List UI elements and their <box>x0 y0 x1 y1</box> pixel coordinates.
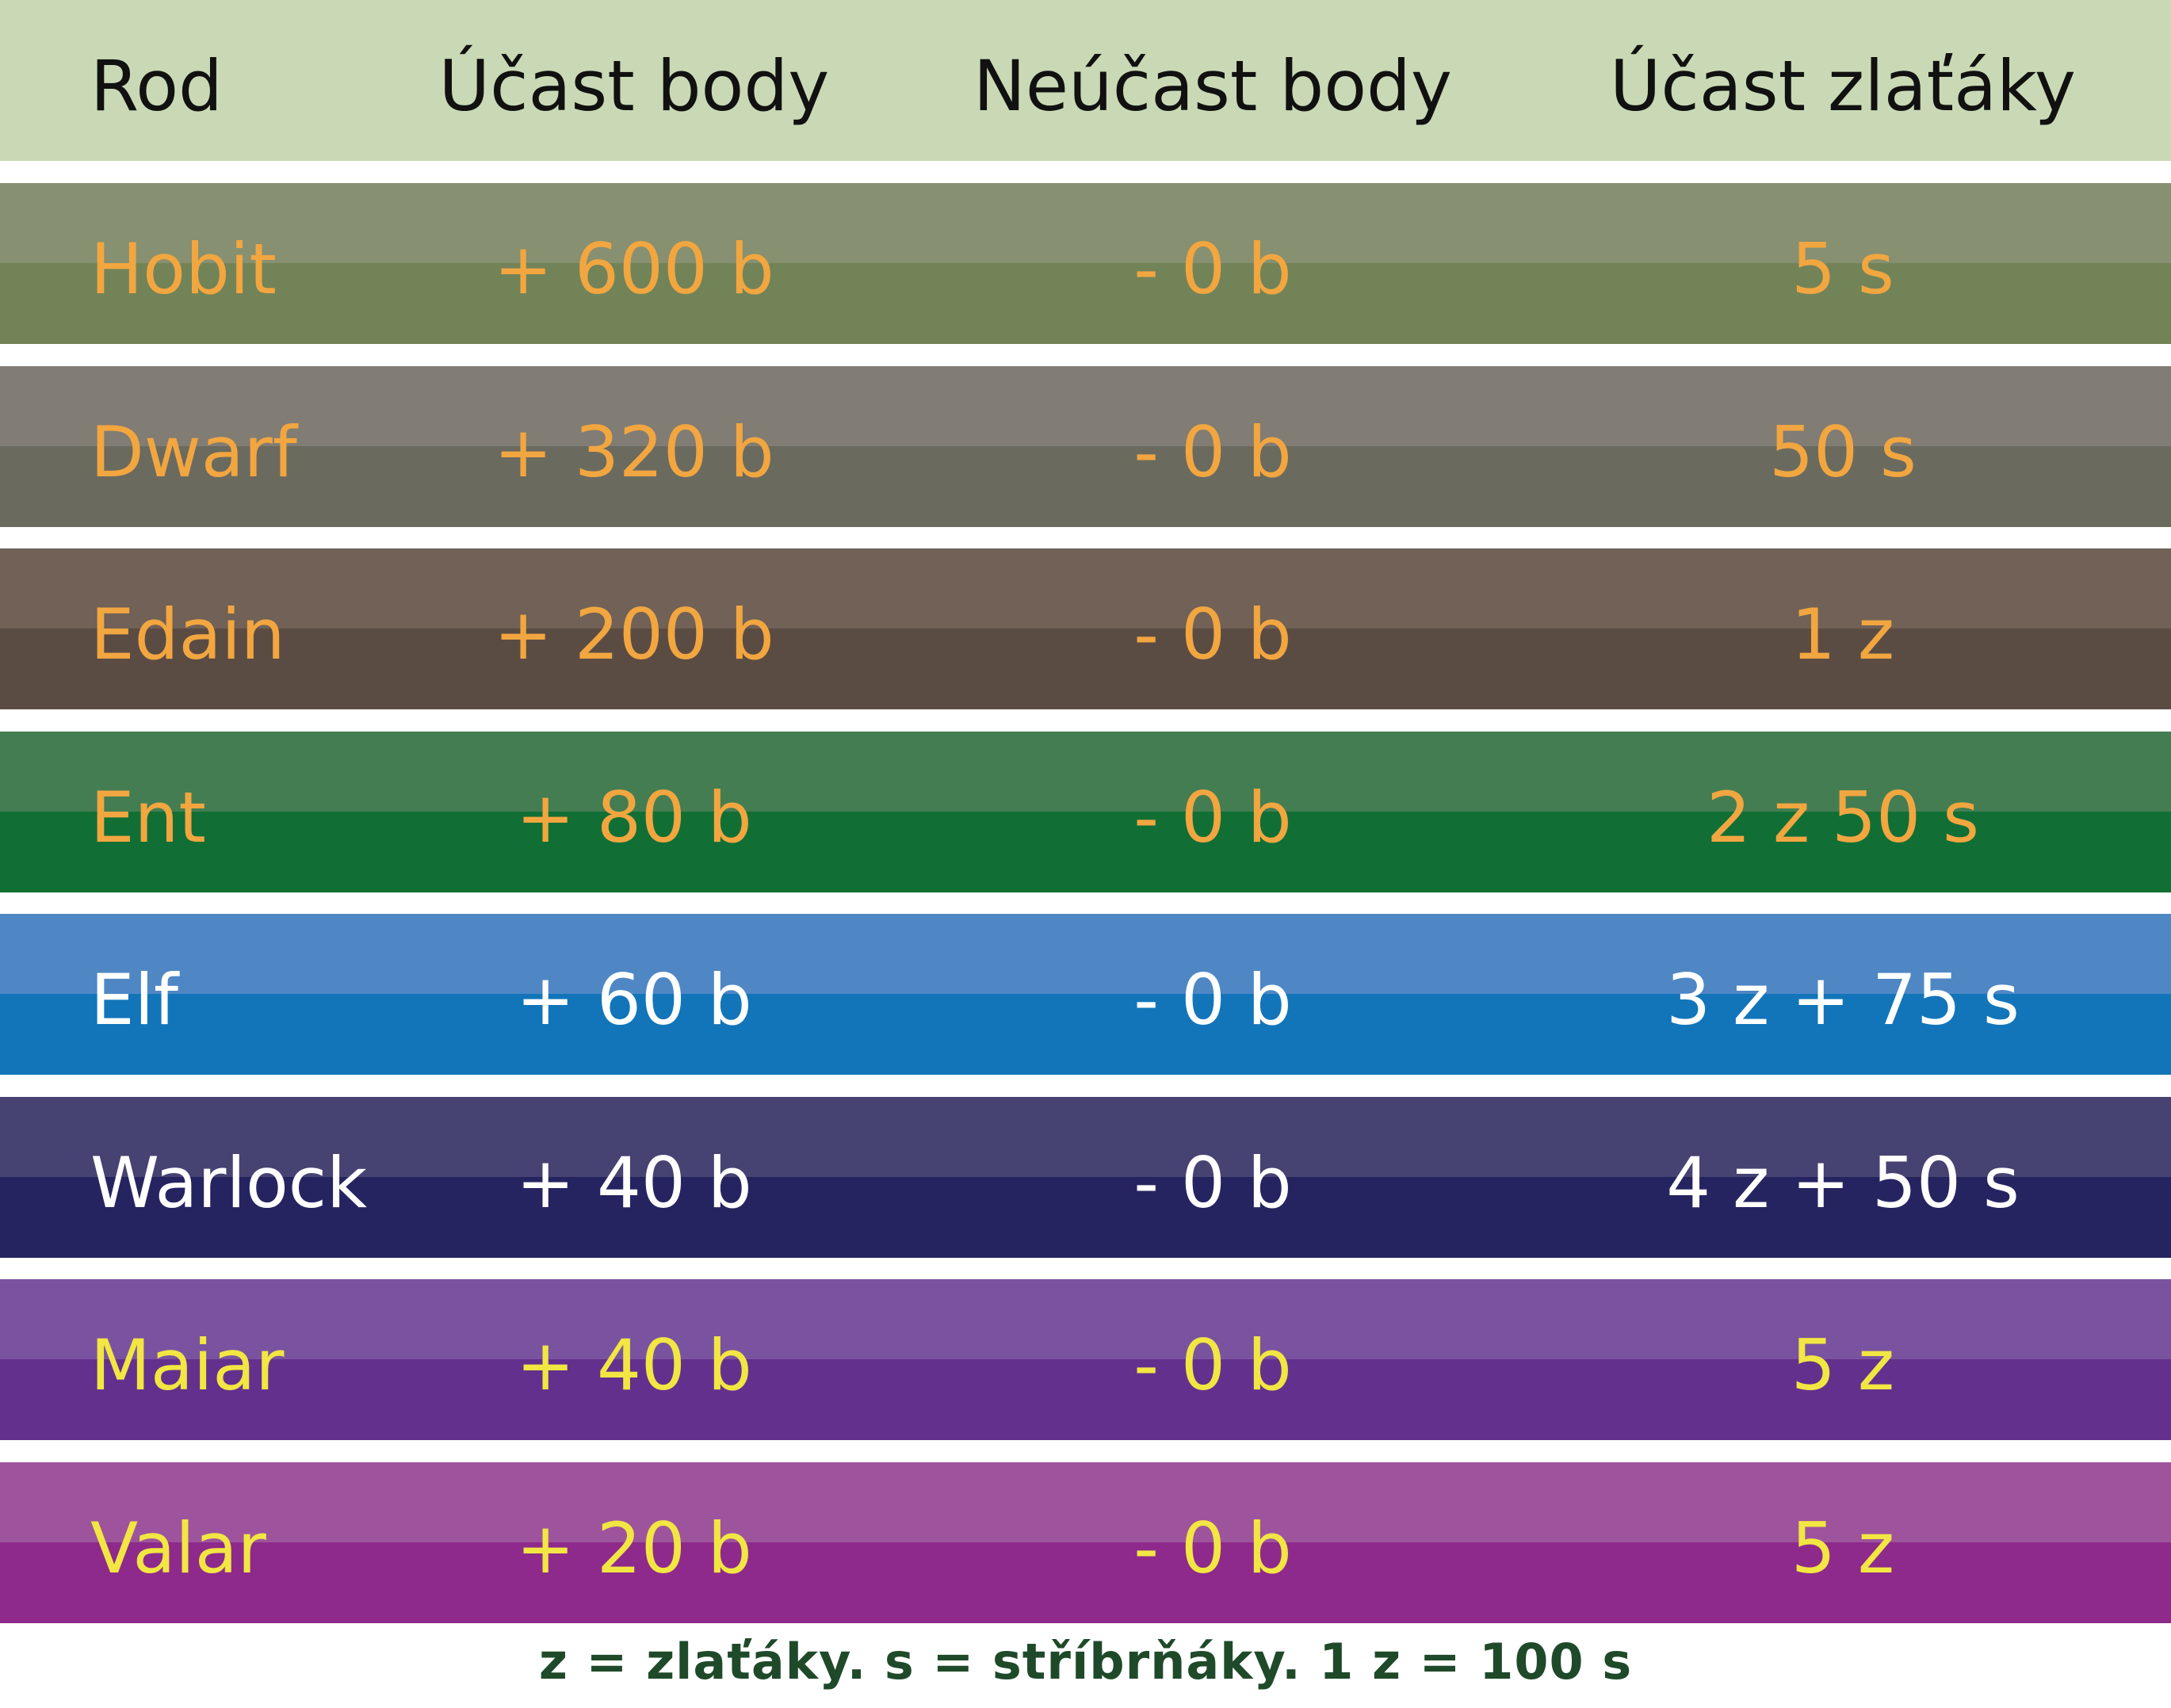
row-band-top <box>0 1097 2171 1177</box>
cell-neucast-body: - 0 b <box>1133 228 1292 310</box>
cell-neucast-body: - 0 b <box>1133 411 1292 493</box>
cell-ucast-body: + 40 b <box>516 1324 752 1406</box>
row-band-bottom <box>0 994 2171 1075</box>
cell-ucast-body: + 600 b <box>494 228 774 310</box>
row-band-bottom <box>0 812 2171 892</box>
cell-neucast-body: - 0 b <box>1133 777 1292 858</box>
header-ucast-zlataky: Účast zlaťáky <box>1610 45 2076 127</box>
table-row: Maiar + 40 b - 0 b 5 z <box>0 1279 2171 1440</box>
row-band-bottom <box>0 1359 2171 1440</box>
row-band-bottom <box>0 1542 2171 1623</box>
cell-ucast-zlataky: 3 z + 75 s <box>1666 959 2020 1041</box>
cell-rod: Valar <box>90 1507 266 1589</box>
cell-ucast-zlataky: 50 s <box>1769 411 1917 493</box>
cell-neucast-body: - 0 b <box>1133 1507 1292 1589</box>
cell-ucast-zlataky: 5 z <box>1791 1324 1895 1406</box>
cell-neucast-body: - 0 b <box>1133 1324 1292 1406</box>
cell-neucast-body: - 0 b <box>1133 1142 1292 1224</box>
row-band-top <box>0 183 2171 263</box>
cell-ucast-body: + 320 b <box>494 411 774 493</box>
cell-rod: Warlock <box>90 1142 368 1224</box>
row-band-bottom <box>0 446 2171 527</box>
table-row: Elf + 60 b - 0 b 3 z + 75 s <box>0 914 2171 1075</box>
header-neucast-body: Neúčast body <box>973 45 1452 127</box>
row-band-top <box>0 914 2171 994</box>
cell-ucast-body: + 20 b <box>516 1507 752 1589</box>
row-band-top <box>0 732 2171 812</box>
table-header: Rod Účast body Neúčast body Účast zlaťák… <box>0 0 2171 161</box>
row-band-bottom <box>0 263 2171 344</box>
cell-rod: Edain <box>90 594 285 675</box>
cell-ucast-zlataky: 2 z 50 s <box>1707 777 1979 858</box>
row-band-top <box>0 548 2171 629</box>
cell-ucast-body: + 60 b <box>516 959 752 1041</box>
currency-note: z = zlaťáky. s = stříbrňáky. 1 z = 100 s <box>538 1633 1633 1691</box>
cell-ucast-body: + 40 b <box>516 1142 752 1224</box>
header-rod: Rod <box>90 45 223 127</box>
table-row: Dwarf + 320 b - 0 b 50 s <box>0 366 2171 527</box>
cell-rod: Maiar <box>90 1324 285 1406</box>
table-row: Ent + 80 b - 0 b 2 z 50 s <box>0 732 2171 892</box>
table-row: Hobit + 600 b - 0 b 5 s <box>0 183 2171 344</box>
row-band-bottom <box>0 629 2171 709</box>
cell-rod: Ent <box>90 777 206 858</box>
row-band-top <box>0 366 2171 446</box>
table-row: Warlock + 40 b - 0 b 4 z + 50 s <box>0 1097 2171 1258</box>
cell-rod: Elf <box>90 959 179 1041</box>
cell-ucast-zlataky: 1 z <box>1791 594 1895 675</box>
header-ucast-body: Účast body <box>438 45 830 127</box>
cell-rod: Hobit <box>90 228 277 310</box>
row-band-top <box>0 1279 2171 1359</box>
row-band-top <box>0 1462 2171 1542</box>
table-row: Valar + 20 b - 0 b 5 z <box>0 1462 2171 1623</box>
cell-ucast-zlataky: 4 z + 50 s <box>1666 1142 2020 1224</box>
cell-ucast-body: + 80 b <box>516 777 752 858</box>
cell-rod: Dwarf <box>90 411 297 493</box>
cell-ucast-zlataky: 5 z <box>1791 1507 1895 1589</box>
cell-neucast-body: - 0 b <box>1133 594 1292 675</box>
row-band-bottom <box>0 1177 2171 1258</box>
cell-ucast-body: + 200 b <box>494 594 774 675</box>
cell-neucast-body: - 0 b <box>1133 959 1292 1041</box>
table-row: Edain + 200 b - 0 b 1 z <box>0 548 2171 709</box>
cell-ucast-zlataky: 5 s <box>1791 228 1894 310</box>
